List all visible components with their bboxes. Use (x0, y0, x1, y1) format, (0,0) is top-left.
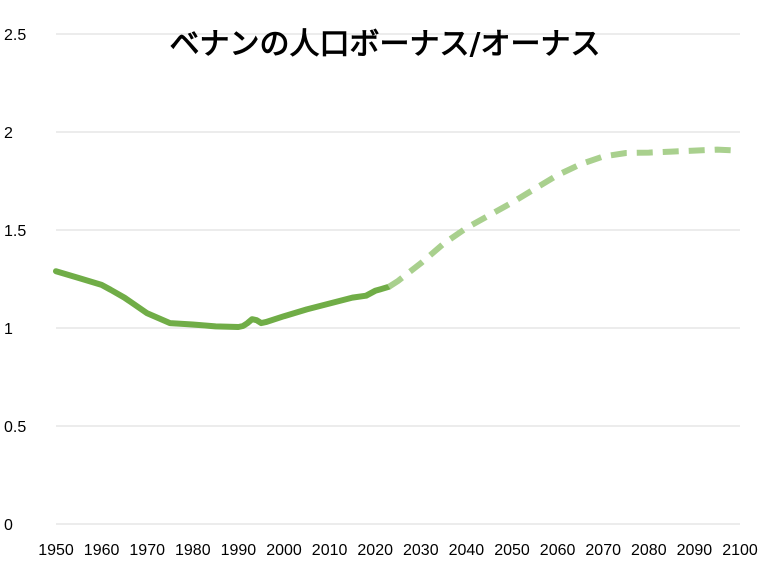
y-tick-label: 1.5 (4, 223, 26, 240)
series-line-projection (387, 146, 741, 290)
x-tick-label: 1960 (84, 542, 120, 559)
grid (56, 33, 740, 525)
y-tick-label: 0 (4, 517, 13, 534)
y-tick-label: 2 (4, 125, 13, 142)
x-tick-label: 2070 (585, 542, 621, 559)
x-tick-label: 2060 (540, 542, 576, 559)
x-tick-label: 2050 (494, 542, 530, 559)
x-axis-ticks: 1950 1960 1970 1980 1990 2000 2010 2020 2030 2040… (38, 542, 758, 559)
y-axis-ticks: 0 0.5 1 1.5 2 2.5 (4, 27, 26, 534)
x-tick-label: 2000 (266, 542, 302, 559)
y-tick-label: 0.5 (4, 419, 26, 436)
x-tick-label: 2100 (722, 542, 758, 559)
y-tick-label: 2.5 (4, 27, 26, 44)
series-lines (53, 146, 741, 330)
chart-title: ベナンの人口ボーナス/オーナス (170, 27, 601, 62)
series-line-actual (53, 268, 392, 330)
x-tick-label: 1970 (129, 542, 165, 559)
y-tick-label: 1 (4, 321, 13, 338)
x-tick-label: 1980 (175, 542, 211, 559)
x-tick-label: 2080 (631, 542, 667, 559)
x-tick-label: 2020 (357, 542, 393, 559)
x-tick-label: 1950 (38, 542, 74, 559)
x-tick-label: 2010 (312, 542, 348, 559)
x-tick-label: 2040 (449, 542, 485, 559)
x-tick-label: 2030 (403, 542, 439, 559)
x-tick-label: 2090 (677, 542, 713, 559)
x-tick-label: 1990 (221, 542, 257, 559)
